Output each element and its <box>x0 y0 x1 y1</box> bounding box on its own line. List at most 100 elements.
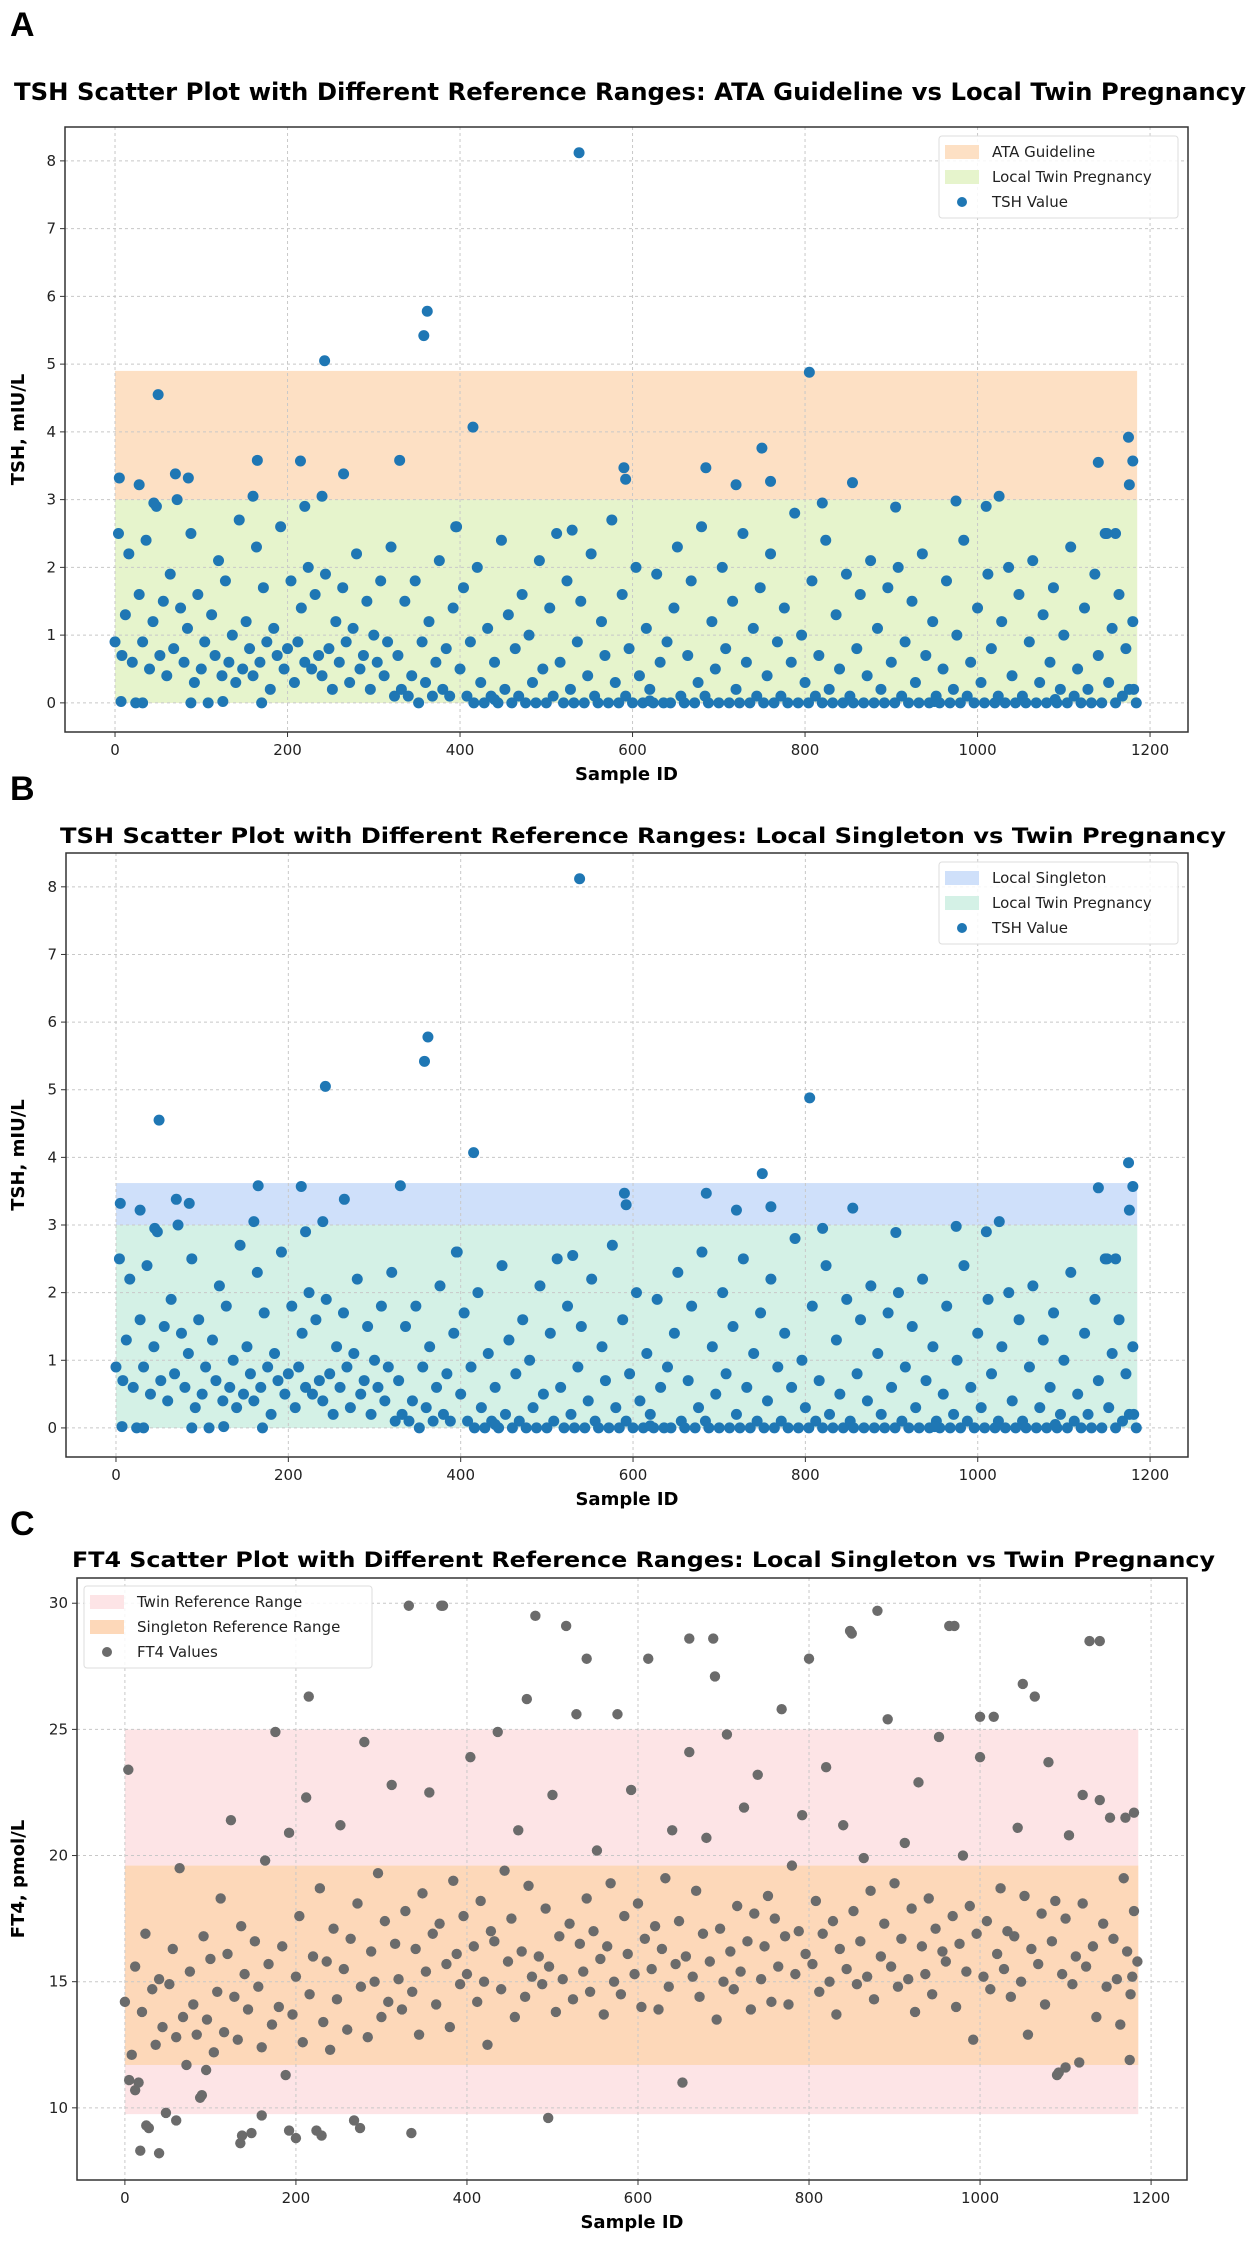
data-point <box>256 697 268 709</box>
data-point <box>817 1928 828 1939</box>
data-point <box>1092 649 1104 661</box>
data-point <box>875 683 887 695</box>
axes-frame <box>65 852 1189 1458</box>
data-point <box>806 575 818 587</box>
data-point <box>310 1314 322 1326</box>
data-point <box>730 1408 742 1420</box>
data-point <box>1118 1873 1129 1884</box>
data-point <box>422 1031 434 1043</box>
data-point <box>407 1986 418 1997</box>
data-point <box>162 1395 174 1407</box>
data-point <box>644 683 656 695</box>
data-point <box>526 677 538 689</box>
data-point <box>848 1422 860 1434</box>
data-point <box>913 1777 924 1788</box>
data-point <box>1043 1756 1054 1768</box>
data-point <box>696 1246 708 1258</box>
data-point <box>782 1422 794 1434</box>
data-point <box>468 697 480 709</box>
data-point <box>296 1327 308 1339</box>
data-point <box>735 1966 746 1977</box>
data-point <box>1003 1287 1015 1299</box>
data-point <box>289 1402 301 1414</box>
data-point <box>458 1307 470 1319</box>
data-point <box>745 2004 757 2015</box>
data-point <box>417 1888 428 1899</box>
data-point <box>434 1918 445 1929</box>
data-point <box>630 1287 642 1299</box>
y-tick-label: 0 <box>46 694 56 712</box>
data-point <box>1079 1327 1091 1339</box>
x-tick-label: 1000 <box>958 741 996 759</box>
data-point <box>540 1903 551 1914</box>
data-point <box>598 2009 609 2020</box>
data-point <box>1019 1890 1030 1902</box>
data-point <box>1125 1989 1136 2000</box>
data-point <box>840 568 852 580</box>
data-point <box>606 514 618 526</box>
data-point <box>1070 1951 1082 1962</box>
data-point <box>255 1381 267 1393</box>
data-point <box>1050 1895 1061 1907</box>
data-point <box>957 1850 969 1861</box>
data-point <box>1049 1419 1061 1431</box>
data-point <box>605 1878 616 1889</box>
data-point <box>519 1991 531 2003</box>
data-point <box>824 1976 835 1987</box>
data-point <box>256 2042 267 2053</box>
data-point <box>575 1320 587 1332</box>
data-point <box>1047 582 1059 594</box>
data-point <box>342 2024 353 2035</box>
data-point <box>167 1943 178 1955</box>
data-point <box>920 1375 932 1387</box>
data-point <box>572 1361 584 1373</box>
data-point <box>403 1600 415 1611</box>
legend-marker <box>102 1647 112 1657</box>
data-point <box>232 2034 243 2045</box>
data-point <box>765 1201 777 1213</box>
data-point <box>249 1936 261 1947</box>
data-point <box>789 1233 801 1245</box>
data-point <box>537 663 549 675</box>
data-point <box>954 697 966 709</box>
data-point <box>755 1973 767 1985</box>
data-point <box>575 595 587 607</box>
data-point <box>417 1361 429 1373</box>
data-point <box>974 1751 986 1763</box>
data-point <box>596 1341 608 1353</box>
legend: ATA Guideline Local Twin Pregnancy TSH Val… <box>938 135 1179 219</box>
data-point <box>376 2011 387 2023</box>
data-point <box>749 1908 760 1919</box>
data-point <box>972 602 984 614</box>
data-point <box>192 588 204 600</box>
data-point <box>502 1956 514 1967</box>
data-point <box>954 1938 965 1950</box>
data-point <box>855 1936 866 1947</box>
data-point <box>1065 1266 1077 1278</box>
data-point <box>551 1253 563 1265</box>
data-point <box>368 629 380 641</box>
data-point <box>140 1928 151 1939</box>
data-point <box>290 1971 302 1982</box>
data-point <box>677 2077 688 2088</box>
data-point <box>619 1910 630 1922</box>
data-point <box>706 1341 718 1353</box>
data-point <box>116 649 128 661</box>
data-point <box>1063 1830 1075 1841</box>
data-point <box>1117 1415 1129 1427</box>
data-point <box>557 1973 568 1985</box>
y-tick-label: 8 <box>47 878 57 896</box>
data-point <box>290 2132 302 2144</box>
data-point <box>766 1996 777 2008</box>
data-point <box>181 622 193 634</box>
data-point <box>668 602 680 614</box>
data-point <box>949 1620 960 1632</box>
data-point <box>858 697 870 709</box>
data-point <box>309 588 321 600</box>
legend-marker <box>957 923 967 933</box>
data-point <box>1054 1408 1066 1420</box>
x-tick-label: 0 <box>120 2189 130 2207</box>
data-point <box>731 1900 743 1912</box>
data-point <box>1082 1408 1094 1420</box>
